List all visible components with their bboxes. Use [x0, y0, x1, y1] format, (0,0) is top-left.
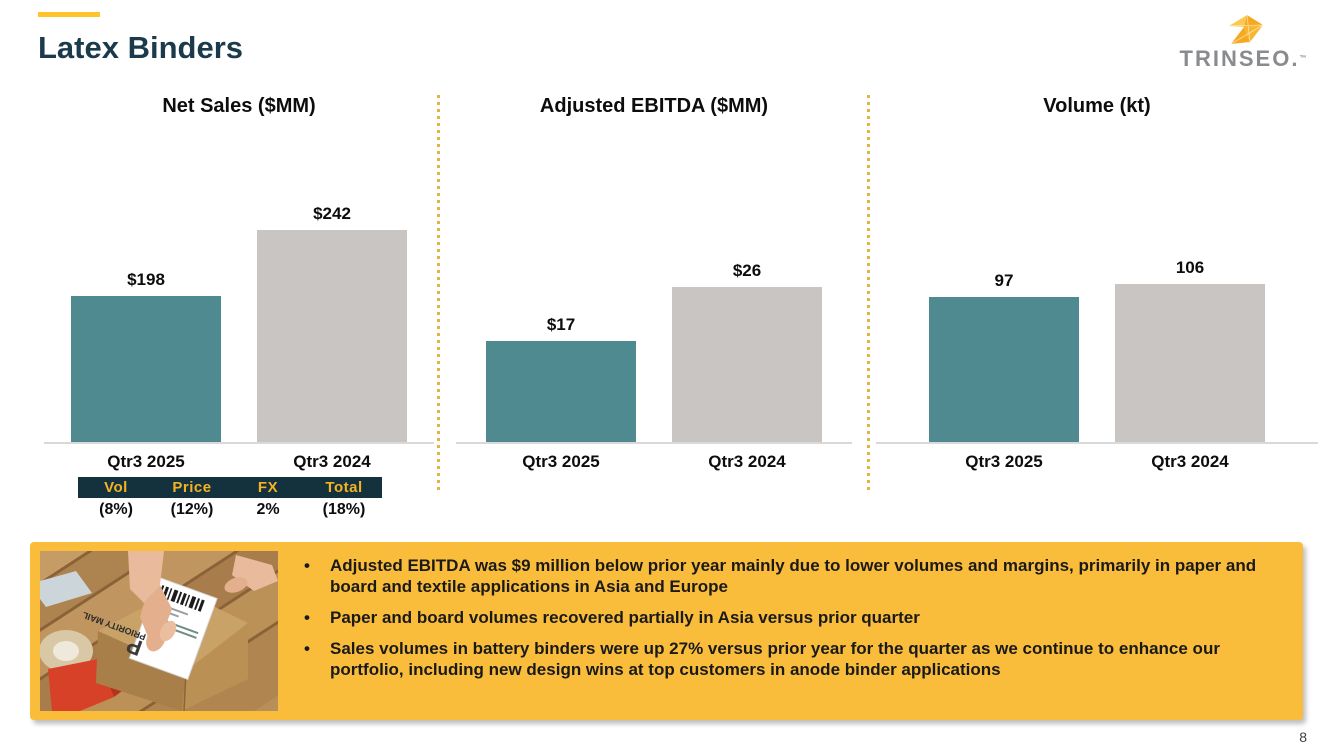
- trinseo-logo: TRINSEO.™: [1169, 14, 1319, 71]
- variance-header-fx: FX: [257, 479, 279, 496]
- chart-volume: Volume (kt) 97 106 Qtr3 2025 Qtr3 2024: [872, 95, 1322, 472]
- trinseo-logo-icon: [1228, 14, 1264, 45]
- category-label: Qtr3 2024: [293, 452, 371, 471]
- bar-value-label: $17: [546, 315, 576, 334]
- page-number: 8: [1299, 729, 1307, 745]
- bar-column: 106: [1115, 258, 1265, 443]
- chart-title: Volume (kt): [1043, 95, 1151, 117]
- bar-column: 97: [929, 271, 1079, 443]
- x-axis-line: [456, 442, 852, 444]
- category-labels: Qtr3 2025 Qtr3 2024: [40, 452, 438, 472]
- x-axis-line: [44, 442, 434, 444]
- bar-value-label: $26: [732, 261, 762, 280]
- chart-divider-dotted: [437, 95, 440, 492]
- bar-value-label: 97: [994, 271, 1014, 290]
- variance-value-total: (18%): [322, 501, 366, 518]
- bar-current-quarter: [486, 341, 636, 443]
- bar-prior-year: [257, 230, 407, 443]
- variance-header-vol: Vol: [104, 479, 128, 496]
- bar-column: $17: [486, 315, 636, 443]
- chart-title: Adjusted EBITDA ($MM): [539, 95, 769, 117]
- bars-group: $198 $242: [40, 204, 438, 443]
- commentary-list: Adjusted EBITDA was $9 million below pri…: [298, 555, 1288, 690]
- category-label: Qtr3 2025: [965, 452, 1043, 471]
- commentary-box: PRIORITY MAIL P Adjusted EBITDA was $9 m…: [30, 542, 1303, 720]
- bars-group: 97 106: [872, 258, 1322, 443]
- chart-adjusted-ebitda: Adjusted EBITDA ($MM) $17 $26 Qtr3 2025 Qt…: [452, 95, 856, 472]
- category-label: Qtr3 2024: [708, 452, 786, 471]
- category-label: Qtr3 2025: [522, 452, 600, 471]
- chart-divider-dotted: [867, 95, 870, 492]
- title-accent-dash: [38, 12, 100, 17]
- x-axis-line: [876, 442, 1318, 444]
- bar-prior-year: [1115, 284, 1265, 443]
- bar-current-quarter: [71, 296, 221, 443]
- packing-photo-illustration: PRIORITY MAIL P: [40, 551, 278, 711]
- variance-table: Vol Price FX Total (8%) (12%) 2% (18%): [78, 477, 382, 519]
- chart-plot-area: 97 106: [872, 143, 1322, 444]
- packing-photo: PRIORITY MAIL P: [40, 551, 278, 711]
- commentary-bullet: Paper and board volumes recovered partia…: [298, 607, 1288, 628]
- trinseo-logo-text: TRINSEO.™: [1179, 46, 1309, 71]
- variance-table-values: (8%) (12%) 2% (18%): [78, 501, 382, 519]
- bar-value-label: $242: [313, 204, 351, 223]
- chart-net-sales: Net Sales ($MM) $198 $242 Qtr3 2025 Qtr3 2…: [40, 95, 438, 519]
- bar-current-quarter: [929, 297, 1079, 443]
- bars-group: $17 $26: [452, 261, 856, 443]
- trademark-mark: ™: [1299, 55, 1309, 62]
- variance-header-price: Price: [172, 479, 212, 496]
- bar-value-label: $198: [127, 270, 165, 289]
- chart-plot-area: $17 $26: [452, 143, 856, 444]
- commentary-bullet: Adjusted EBITDA was $9 million below pri…: [298, 555, 1288, 597]
- variance-table-header: Vol Price FX Total: [78, 477, 382, 498]
- bar-column: $26: [672, 261, 822, 443]
- commentary-bullet: Sales volumes in battery binders were up…: [298, 638, 1288, 680]
- page-title: Latex Binders: [38, 30, 244, 65]
- category-label: Qtr3 2024: [1151, 452, 1229, 471]
- variance-value-fx: 2%: [256, 501, 280, 518]
- bar-column: $242: [257, 204, 407, 443]
- chart-plot-area: $198 $242: [40, 143, 438, 444]
- chart-title: Net Sales ($MM): [162, 95, 316, 117]
- category-label: Qtr3 2025: [107, 452, 185, 471]
- category-labels: Qtr3 2025 Qtr3 2024: [872, 452, 1322, 472]
- category-labels: Qtr3 2025 Qtr3 2024: [452, 452, 856, 472]
- bar-prior-year: [672, 287, 822, 443]
- variance-value-vol: (8%): [99, 501, 133, 518]
- bar-column: $198: [71, 270, 221, 443]
- bar-value-label: 106: [1175, 258, 1205, 277]
- variance-header-total: Total: [325, 479, 363, 496]
- variance-value-price: (12%): [170, 501, 214, 518]
